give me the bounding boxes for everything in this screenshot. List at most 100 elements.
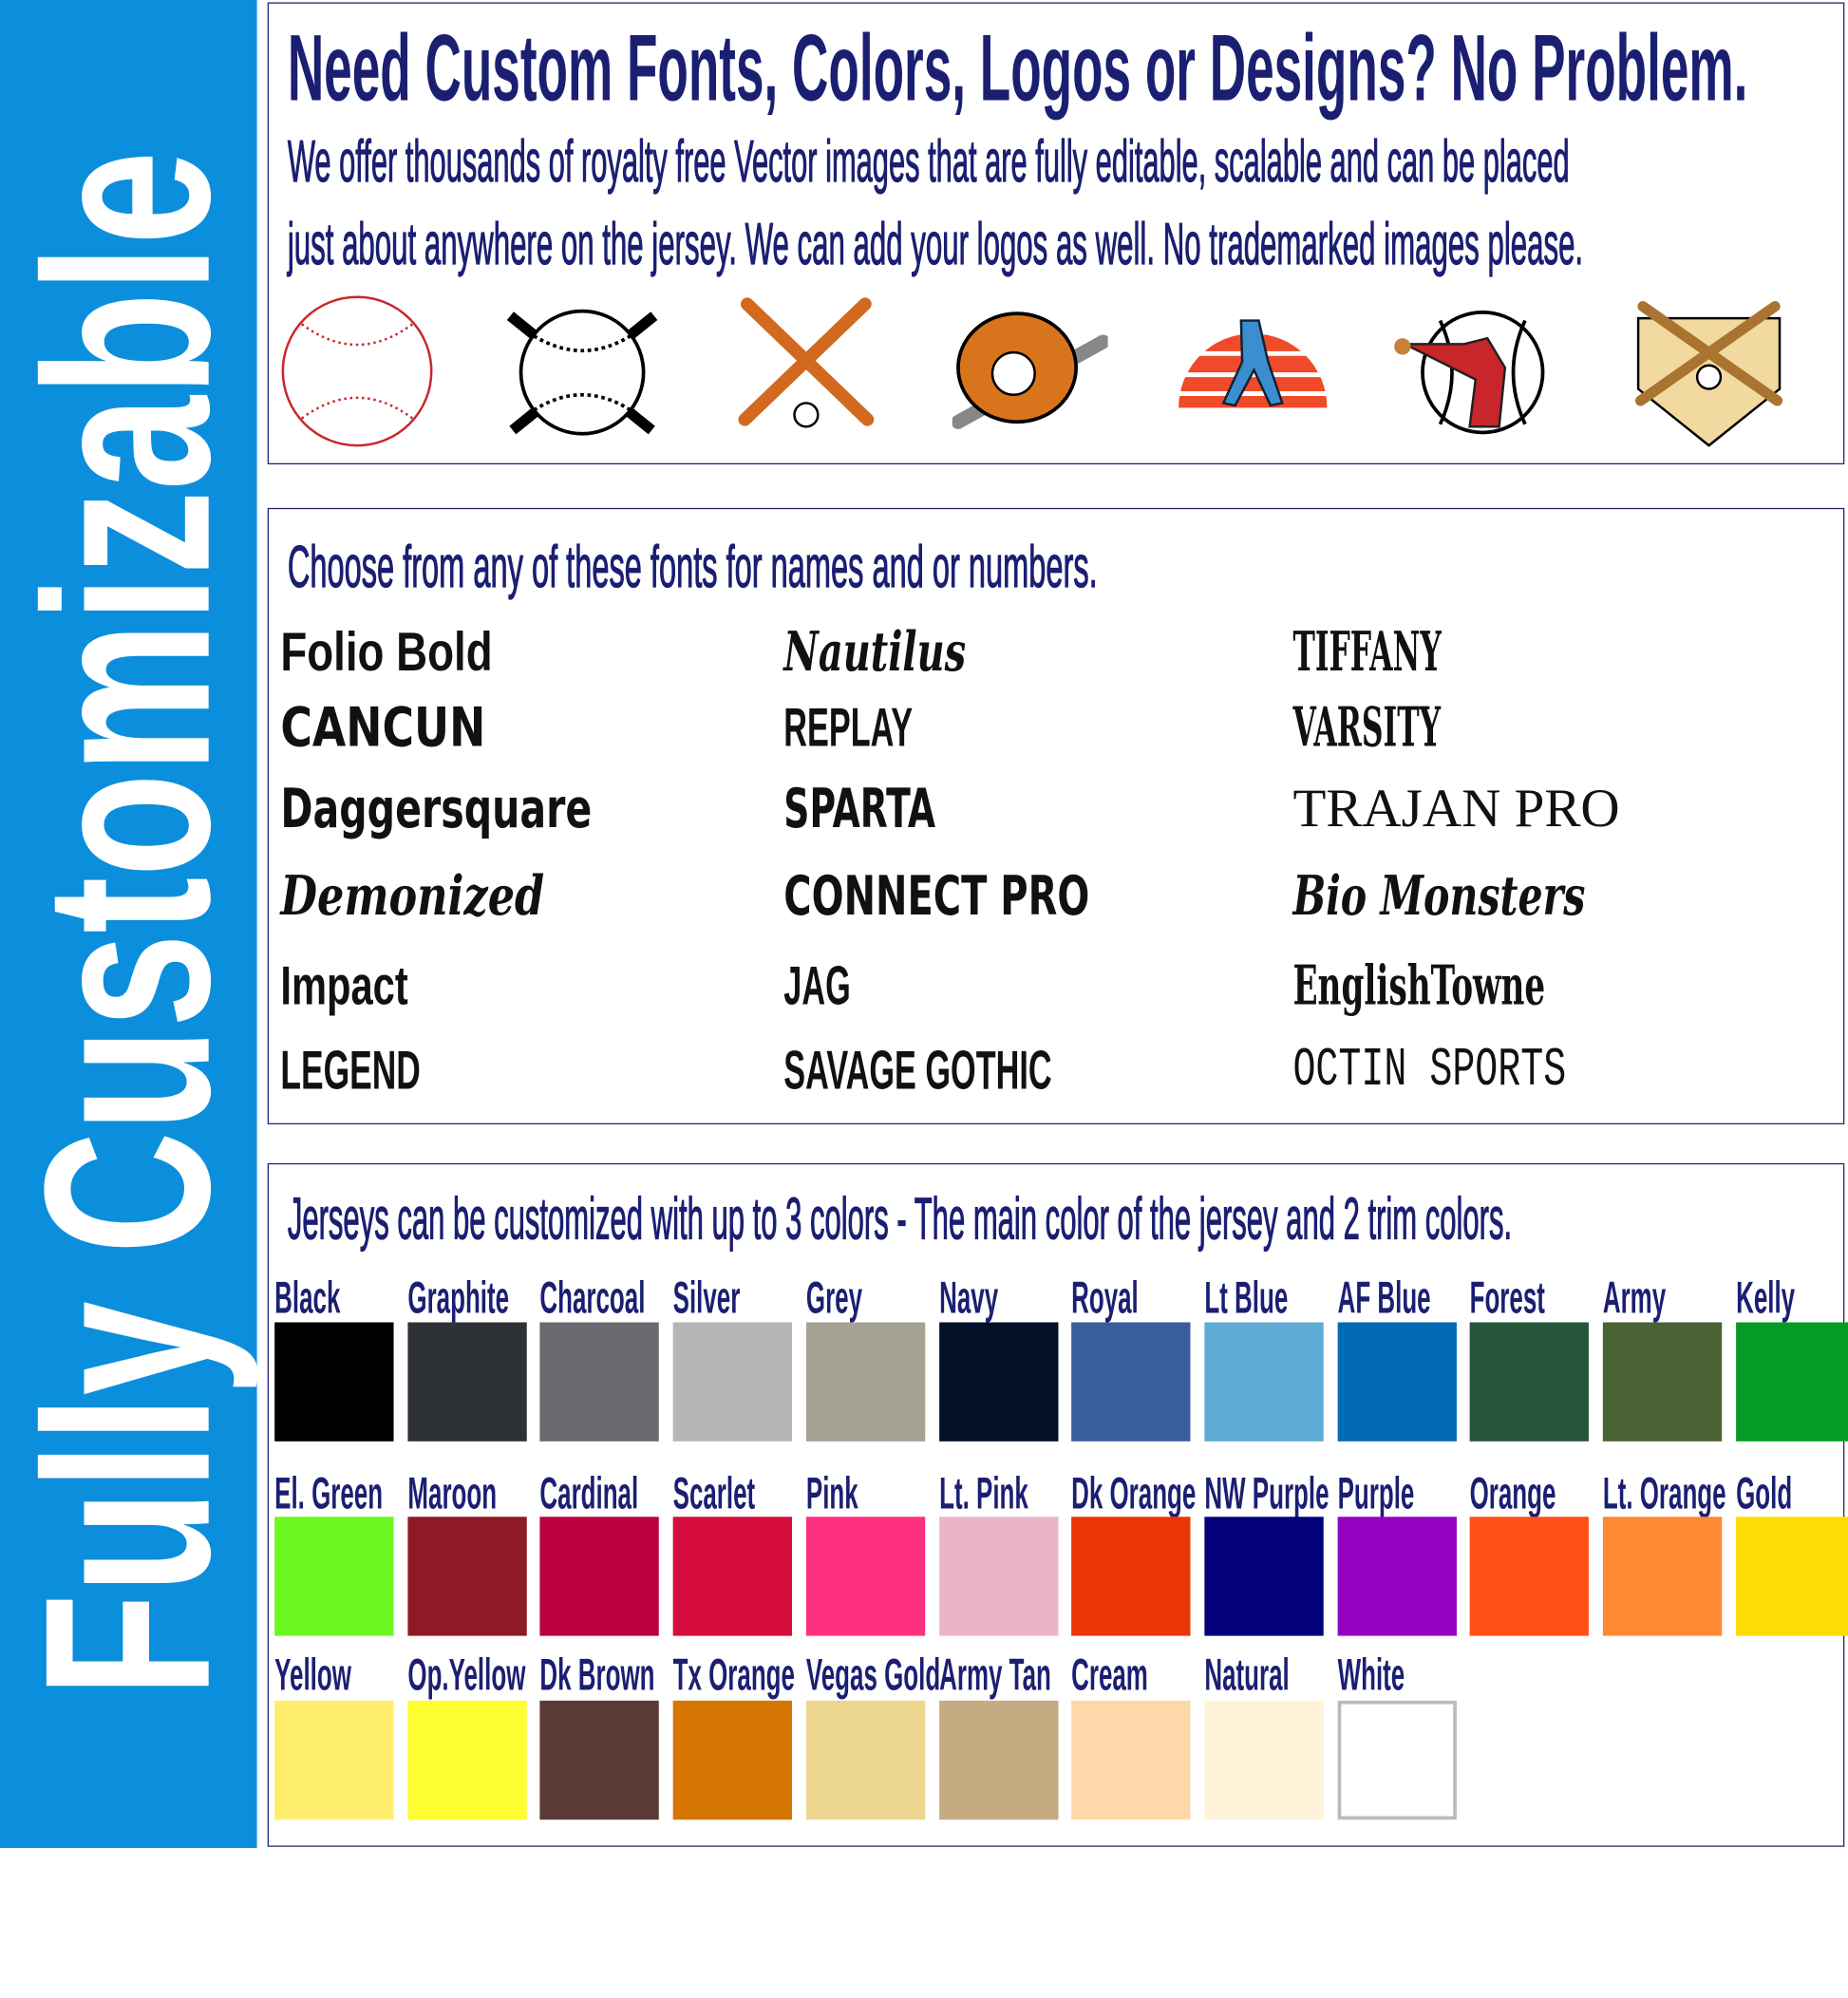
sidebar-title: Fully Customizable [0, 150, 260, 1698]
color-label: Grey [805, 1273, 862, 1324]
color-label: Navy [938, 1273, 998, 1324]
color-label: Black [274, 1273, 341, 1324]
font-sample: SAVAGE GOTHIC [783, 1039, 1052, 1102]
color-label: Kelly [1735, 1273, 1795, 1324]
color-label: El. Green [274, 1469, 384, 1519]
color-label: Vegas Gold [805, 1650, 940, 1701]
color-label: Graphite [407, 1273, 509, 1324]
font-sample: Folio Bold [280, 621, 493, 683]
color-label: Royal [1071, 1273, 1140, 1324]
color-swatch [1071, 1322, 1191, 1442]
color-swatch [1337, 1517, 1457, 1636]
font-sample: Bio Monsters [1292, 863, 1586, 928]
font-sample: JAG [783, 954, 851, 1016]
color-swatch [1735, 1322, 1848, 1442]
color-swatch [1204, 1700, 1324, 1820]
color-swatch [938, 1700, 1058, 1820]
color-label: Dk Orange [1071, 1469, 1197, 1519]
font-sample: VARSITY [1292, 695, 1441, 760]
font-sample: REPLAY [783, 696, 914, 759]
color-label: Gold [1735, 1469, 1792, 1519]
color-swatch [938, 1322, 1058, 1442]
color-swatch [407, 1322, 527, 1442]
custom-designs-section [267, 2, 1845, 464]
font-sample: Daggersquare [280, 776, 593, 840]
fonts-section [267, 507, 1845, 1124]
color-swatch [1204, 1322, 1324, 1442]
color-label: NW Purple [1204, 1469, 1329, 1519]
color-swatch [1469, 1517, 1590, 1636]
page: Fully Customizable Need Custom Fonts, Co… [0, 0, 1848, 1848]
font-sample: CANCUN [280, 695, 486, 760]
color-swatch [539, 1322, 660, 1442]
font-sample: LEGEND [280, 1039, 421, 1102]
color-swatch [1337, 1700, 1457, 1820]
color-label: AF Blue [1337, 1273, 1431, 1324]
font-sample: Demonized [280, 863, 545, 928]
color-swatch [938, 1517, 1058, 1636]
color-swatch [672, 1517, 793, 1636]
color-label: Maroon [407, 1469, 497, 1519]
font-sample: EnglishTowne [1292, 953, 1546, 1018]
color-label: Charcoal [539, 1273, 646, 1324]
font-sample: TIFFANY [1292, 619, 1442, 684]
description-line-2: just about anywhere on the jersey. We ca… [287, 211, 1584, 278]
color-swatch [539, 1700, 660, 1820]
color-label: Dk Brown [539, 1650, 655, 1701]
color-label: Pink [805, 1469, 858, 1519]
color-label: Yellow [274, 1650, 351, 1701]
batter-sunset-icon [1176, 319, 1329, 408]
color-swatch [1602, 1322, 1723, 1442]
color-swatch [805, 1517, 925, 1636]
font-sample: SPARTA [783, 776, 936, 840]
color-swatch [274, 1700, 394, 1820]
color-label: Silver [672, 1273, 741, 1324]
color-swatch [672, 1322, 793, 1442]
crossed-bats-ball-icon [506, 309, 658, 436]
color-swatch [1071, 1517, 1191, 1636]
font-sample: Impact [280, 954, 408, 1016]
color-swatch [274, 1517, 394, 1636]
color-swatch [672, 1700, 793, 1820]
color-swatch [1337, 1322, 1457, 1442]
font-sample: Nautilus [783, 619, 967, 684]
color-label: Lt. Pink [938, 1469, 1028, 1519]
colors-heading: Jerseys can be customized with up to 3 c… [287, 1185, 1513, 1253]
font-sample: TRAJAN PRO [1292, 778, 1620, 839]
color-swatch [407, 1700, 527, 1820]
sidebar-banner: Fully Customizable [0, 0, 259, 1848]
color-label: Orange [1469, 1469, 1556, 1519]
colors-section [267, 1162, 1845, 1847]
baseball-icon [281, 295, 433, 447]
color-swatch [1735, 1517, 1848, 1636]
color-swatch [407, 1517, 527, 1636]
color-label: Natural [1204, 1650, 1290, 1701]
color-label: Army Tan [938, 1650, 1051, 1701]
color-swatch [805, 1700, 925, 1820]
color-swatch [1204, 1517, 1324, 1636]
crossed-wooden-bats-icon [738, 297, 875, 428]
font-sample: CONNECT PRO [783, 863, 1090, 928]
color-label: Lt. Orange [1602, 1469, 1726, 1519]
color-label: White [1337, 1650, 1405, 1701]
color-label: Forest [1469, 1273, 1546, 1324]
color-label: Lt Blue [1204, 1273, 1289, 1324]
color-swatch [1469, 1322, 1590, 1442]
color-swatch [1071, 1700, 1191, 1820]
headline: Need Custom Fonts, Colors, Logos or Desi… [287, 15, 1748, 121]
home-plate-bats-icon [1634, 301, 1783, 447]
color-label: Tx Orange [672, 1650, 796, 1701]
color-label: Purple [1337, 1469, 1414, 1519]
color-swatch [274, 1322, 394, 1442]
color-swatch [539, 1517, 660, 1636]
color-label: Op.Yellow [407, 1650, 525, 1701]
color-label: Cream [1071, 1650, 1149, 1701]
fonts-heading: Choose from any of these fonts for names… [287, 534, 1098, 601]
color-swatch [1602, 1517, 1723, 1636]
description-line-1: We offer thousands of royalty free Vecto… [287, 128, 1570, 196]
glove-bat-icon [952, 311, 1108, 429]
color-label: Army [1602, 1273, 1667, 1324]
color-label: Scarlet [672, 1469, 756, 1519]
color-label: Cardinal [539, 1469, 639, 1519]
font-sample: OCTIN SPORTS [1292, 1039, 1567, 1102]
